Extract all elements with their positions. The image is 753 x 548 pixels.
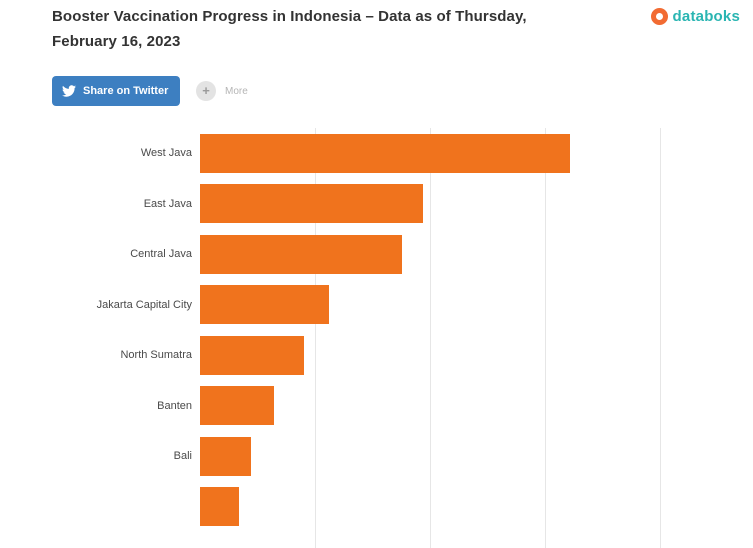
share-twitter-label: Share on Twitter bbox=[83, 85, 169, 97]
bar bbox=[200, 234, 403, 274]
chart-row: Banten bbox=[0, 381, 753, 432]
gridline-15 bbox=[545, 128, 546, 548]
databoks-logo[interactable]: databoks bbox=[650, 8, 740, 25]
chart-row: Central Java bbox=[0, 229, 753, 280]
chart-header: Booster Vaccination Progress in Indonesi… bbox=[52, 4, 745, 54]
more-share-label: More bbox=[225, 85, 248, 97]
chart-row: Jakarta Capital City bbox=[0, 280, 753, 331]
bar-label: Central Java bbox=[130, 248, 192, 261]
bar bbox=[200, 184, 424, 224]
bar bbox=[200, 285, 329, 325]
chart-row: Bali bbox=[0, 431, 753, 482]
chart-row bbox=[0, 482, 753, 533]
bar bbox=[200, 436, 251, 476]
more-share-button[interactable]: + More bbox=[196, 81, 248, 101]
chart-row: East Java bbox=[0, 179, 753, 230]
bar bbox=[200, 133, 571, 173]
databoks-chart-page: Booster Vaccination Progress in Indonesi… bbox=[52, 4, 745, 548]
gridline-layer bbox=[200, 128, 661, 548]
share-bar: Share on Twitter + More bbox=[52, 76, 248, 106]
bar-label: West Java bbox=[140, 147, 192, 160]
share-twitter-button[interactable]: Share on Twitter bbox=[52, 76, 180, 106]
chart-rows: West Java East Java Central Java Jakarta Ca… bbox=[0, 128, 753, 532]
plus-icon: + bbox=[196, 81, 216, 101]
chart-row: North Sumatra bbox=[0, 330, 753, 381]
bar-label: Bali bbox=[173, 450, 192, 463]
gridline-20 bbox=[660, 128, 661, 548]
bar bbox=[200, 386, 274, 426]
chart-row: West Java bbox=[0, 128, 753, 179]
bar-label: East Java bbox=[143, 197, 192, 210]
gridline-5 bbox=[315, 128, 316, 548]
databoks-logo-text: databoks bbox=[672, 8, 740, 25]
databoks-logo-icon bbox=[650, 8, 668, 25]
bar-label: Banten bbox=[157, 399, 192, 412]
bar-label: North Sumatra bbox=[120, 349, 192, 362]
bar-chart: West Java East Java Central Java Jakarta Ca… bbox=[0, 128, 753, 548]
chart-title: Booster Vaccination Progress in Indonesi… bbox=[52, 8, 527, 50]
bar bbox=[200, 335, 304, 375]
twitter-bird-icon bbox=[62, 85, 76, 97]
gridline-10 bbox=[430, 128, 431, 548]
bar bbox=[200, 487, 240, 527]
bar-label: Jakarta Capital City bbox=[96, 298, 192, 311]
